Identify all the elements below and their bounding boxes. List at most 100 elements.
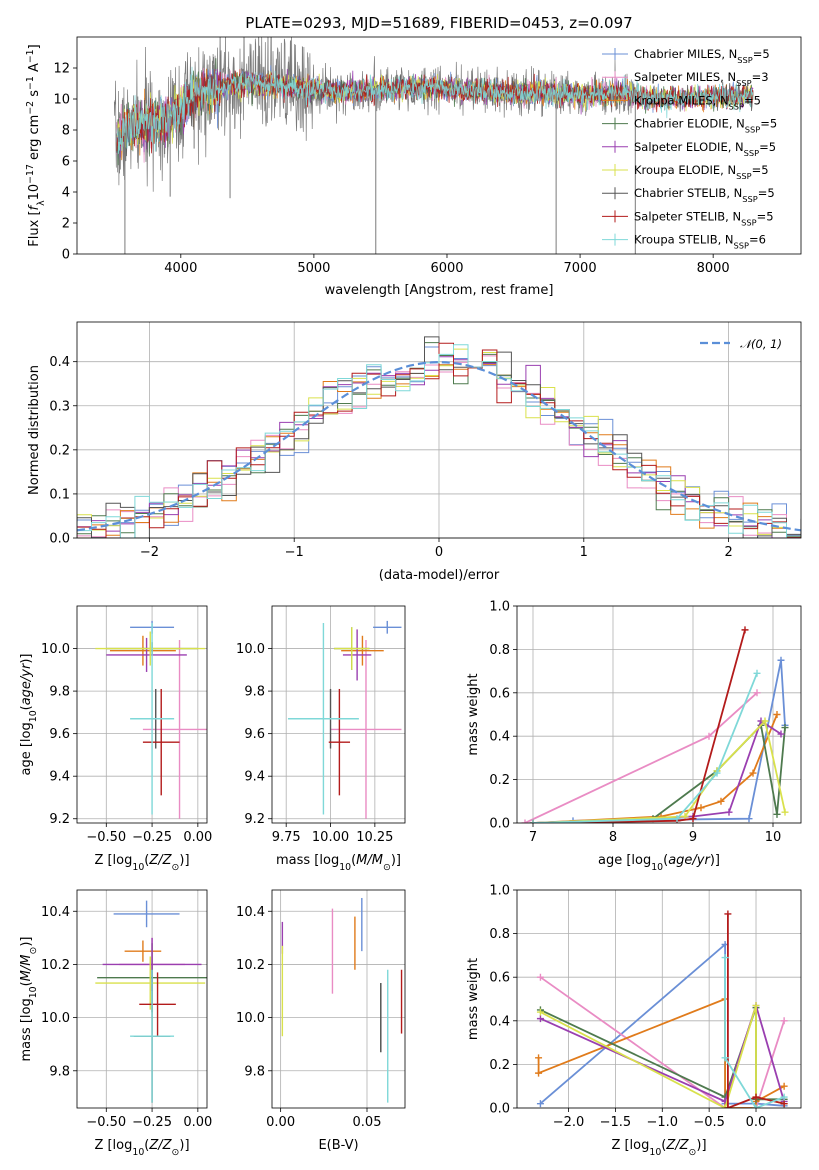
- ticks-age-vs-mass: 9.75 10.00 10.25 9.2 9.4 9.6 9.8 10.0: [236, 642, 393, 845]
- ticks-age-vs-Z: −0.50 −0.25 0.00 9.2 9.4 9.6 9.8 10.0: [41, 642, 212, 845]
- weight-marker: [529, 819, 537, 823]
- spectrum-legend: Chabrier MILES, NSSP=5 Salpeter MILES, NS…: [602, 47, 777, 251]
- y-tick-label: 9.4: [244, 770, 265, 785]
- y-tick-label: 10.0: [41, 1011, 70, 1026]
- y-tick-label: 0.2: [489, 1058, 510, 1073]
- weight-lines-mass-weight-vs-age: [521, 626, 789, 823]
- errorbars-age-vs-mass: [287, 620, 402, 819]
- axes-frame: [271, 889, 406, 1109]
- weight-marker: [673, 815, 681, 823]
- ticks-mass-vs-Z: −0.50 −0.25 0.00 9.8 10.0 10.2 10.4: [41, 905, 212, 1130]
- legend-label: Salpeter MILES, NSSP=3: [634, 70, 769, 88]
- axes-mass-vs-EBV: [272, 890, 405, 1108]
- x-tick-label: 0.0: [746, 1115, 767, 1130]
- y-tick-label: 0.4: [489, 1014, 510, 1029]
- weight-marker: [721, 1054, 729, 1062]
- weight-marker: [752, 1093, 760, 1101]
- y-tick-label: 9.2: [244, 812, 265, 827]
- y-tick-label: 10.0: [41, 642, 70, 657]
- legend-label: Kroupa MILES, NSSP=5: [634, 93, 761, 111]
- ticks-mass-weight-vs-Z: −2.0 −1.5 −1.0 −0.5 0.0 0.0 0.2 0.4 0.6 0.8 1.0: [489, 884, 766, 1131]
- weight-line-2: [532, 714, 778, 823]
- x-tick-label: 9: [689, 830, 697, 845]
- grid-mass-weight-vs-Z: [517, 889, 801, 1109]
- x-tick-label: 8000: [697, 261, 730, 276]
- weight-marker: [780, 1082, 788, 1090]
- weight-marker: [780, 1017, 788, 1025]
- x-tick-label: 10.00: [312, 830, 349, 845]
- y-tick-label: 0.8: [489, 927, 510, 942]
- x-tick-label: −0.25: [132, 830, 172, 845]
- y-tick-label: 9.6: [244, 727, 265, 742]
- weight-line-2: [537, 997, 785, 1108]
- legend-gaussian-label: 𝒩(0, 1): [740, 337, 782, 351]
- y-tick-label: 0.6: [489, 686, 510, 701]
- weight-marker: [536, 1015, 544, 1023]
- legend-label: Kroupa STELIB, NSSP=6: [634, 233, 766, 251]
- weight-marker: [689, 815, 697, 823]
- weight-marker: [752, 1104, 760, 1108]
- x-tick-label: −0.25: [132, 1115, 172, 1130]
- weight-lines-mass-weight-vs-Z: [535, 910, 788, 1108]
- x-tick-label: 1: [580, 545, 588, 560]
- grid-mass-vs-Z: [77, 890, 207, 1108]
- y-tick-label: 9.8: [244, 1064, 265, 1079]
- x-tick-label: 4000: [164, 261, 197, 276]
- weight-marker: [773, 711, 781, 718]
- histograms: [77, 336, 801, 538]
- mass-weight-vs-age-ylabel: mass weight: [466, 673, 481, 755]
- x-tick-label: 0.00: [183, 830, 212, 845]
- spectrum-ylabel: Flux [fλ10−17 erg cm−2 s−1 A−1]: [25, 44, 47, 246]
- axes-mass-vs-Z: [77, 890, 207, 1108]
- residuals-xlabel: (data-model)/error: [379, 568, 500, 583]
- age-vs-mass-xlabel: mass [log10(M/M⊙)]: [276, 853, 401, 873]
- y-tick-label: 0.1: [49, 487, 70, 502]
- legend-label: Salpeter ELODIE, NSSP=5: [634, 140, 776, 158]
- axes-frame: [271, 605, 406, 824]
- weight-marker: [773, 810, 781, 818]
- weight-marker: [536, 973, 544, 981]
- weight-marker: [781, 724, 789, 732]
- y-tick-label: 0.2: [49, 443, 70, 458]
- weight-marker: [521, 819, 529, 823]
- ticks-spectrum: 4000 5000 6000 7000 8000 0 2 4 6 8 10 12: [53, 62, 729, 277]
- y-tick-label: 8: [62, 124, 70, 139]
- weight-marker: [717, 797, 725, 805]
- weight-marker: [535, 1054, 543, 1062]
- grid-mass-weight-vs-age: [517, 605, 801, 824]
- weight-marker: [777, 730, 785, 738]
- weight-marker: [681, 812, 689, 820]
- weight-marker: [780, 1100, 788, 1108]
- y-tick-label: 9.8: [244, 685, 265, 700]
- weight-marker: [721, 1104, 729, 1108]
- y-tick-label: 0.4: [49, 355, 70, 370]
- weight-marker: [535, 1069, 543, 1077]
- y-tick-label: 0: [62, 248, 70, 263]
- x-tick-label: 5000: [297, 261, 330, 276]
- spectrum-title: PLATE=0293, MJD=51689, FIBERID=0453, z=0…: [245, 14, 632, 32]
- ticks-mass-vs-EBV: 0.00 0.05 9.8 10.0 10.2 10.4: [236, 905, 381, 1130]
- y-tick-label: 9.4: [49, 770, 70, 785]
- gaussian-curve: [77, 360, 801, 532]
- y-tick-label: 0.8: [489, 643, 510, 658]
- weight-line-7: [724, 957, 785, 1108]
- x-tick-label: 0: [435, 545, 443, 560]
- y-tick-label: 10: [53, 93, 70, 108]
- x-tick-label: −2.0: [553, 1115, 585, 1130]
- x-tick-label: −0.50: [86, 830, 126, 845]
- x-tick-label: −1.5: [600, 1115, 632, 1130]
- weight-marker: [780, 1093, 788, 1101]
- weight-marker: [777, 656, 785, 664]
- ticks-mass-weight-vs-age: 7 8 9 10 0.0 0.2 0.4 0.6 0.8 1.0: [489, 600, 781, 846]
- weight-line-6: [532, 629, 746, 823]
- errorbars-mass-vs-EBV: [281, 897, 403, 1103]
- y-tick-label: 10.4: [236, 905, 265, 920]
- y-tick-label: 9.6: [49, 727, 70, 742]
- x-tick-label: 10.25: [356, 830, 393, 845]
- y-tick-label: 0.0: [489, 817, 510, 832]
- weight-marker: [753, 689, 761, 697]
- grid-age-vs-Z: [77, 606, 207, 823]
- y-tick-label: 10.0: [236, 1011, 265, 1026]
- weight-marker: [705, 732, 713, 740]
